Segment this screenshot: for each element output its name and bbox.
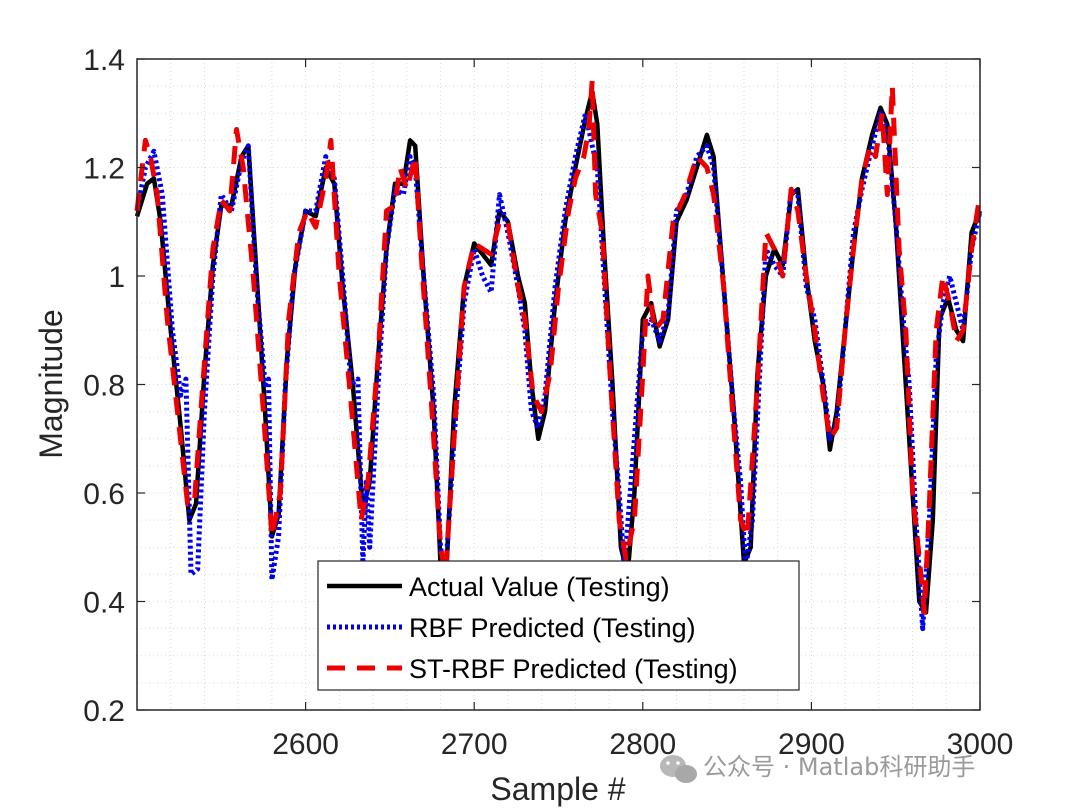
legend-label-st-rbf: ST-RBF Predicted (Testing) [409,654,738,684]
series-line-st-rbf [134,78,983,615]
series-layer [134,78,983,632]
y-tick-label: 1.2 [83,153,125,186]
x-tick-label: 2900 [778,728,845,761]
y-tick-label: 0.4 [83,587,125,620]
ticks [137,58,981,711]
wechat-icon [660,755,697,783]
y-tick-label: 0.2 [83,695,125,728]
watermark-text: 公众号 · Matlab科研助手 [703,753,975,781]
x-tick-label: 2800 [609,728,676,761]
watermark: 公众号 · Matlab科研助手 [660,753,975,783]
y-axis-label: Magnitude [33,309,69,458]
x-tick-label: 2700 [441,728,508,761]
tick-labels: 2600 2700 2800 2900 3000 0.2 0.4 0.6 0.8 1 1.2 1.4 [83,44,1013,761]
y-tick-label: 0.8 [83,370,125,403]
x-tick-label: 3000 [947,728,1014,761]
y-tick-label: 1 [108,261,125,294]
legend-label-rbf: RBF Predicted (Testing) [409,613,696,643]
legend-label-actual: Actual Value (Testing) [409,572,670,602]
x-axis-label: Sample # [490,771,625,807]
x-tick-label: 2600 [272,728,339,761]
legend: Actual Value (Testing) RBF Predicted (Te… [317,560,800,691]
y-tick-label: 1.4 [83,44,125,77]
y-tick-label: 0.6 [83,478,125,511]
